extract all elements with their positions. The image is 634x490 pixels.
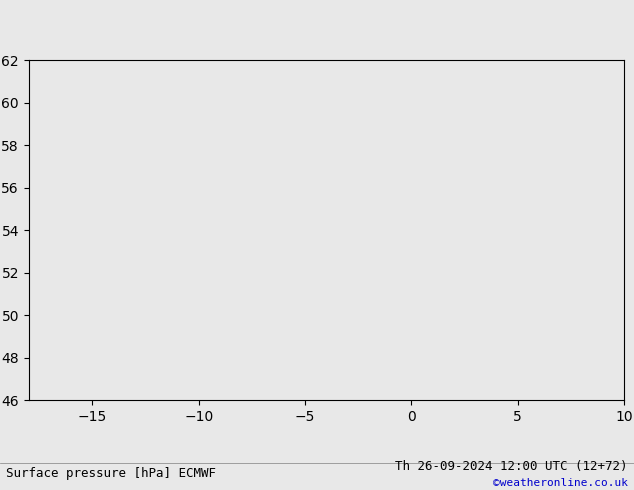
Text: ©weatheronline.co.uk: ©weatheronline.co.uk xyxy=(493,478,628,488)
Text: Th 26-09-2024 12:00 UTC (12+72): Th 26-09-2024 12:00 UTC (12+72) xyxy=(395,460,628,473)
Text: Surface pressure [hPa] ECMWF: Surface pressure [hPa] ECMWF xyxy=(6,467,216,480)
